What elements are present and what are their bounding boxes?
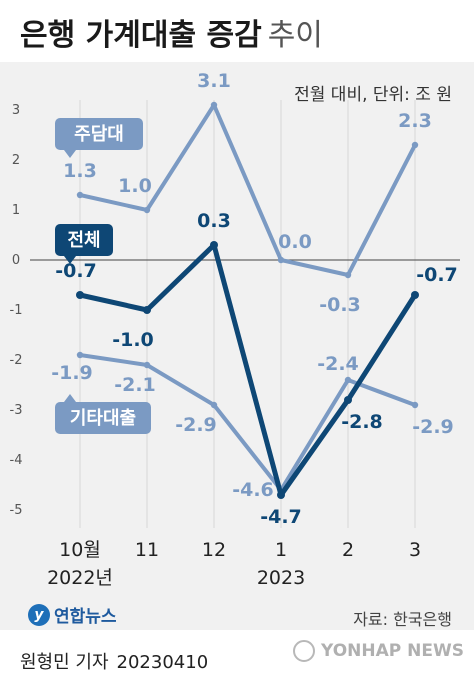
other-loans-data-label: -1.9 (51, 362, 93, 384)
mortgage-tag-label: 주담대 (74, 124, 124, 145)
total-data-label: -4.7 (260, 506, 302, 528)
mortgage-data-label: 1.3 (63, 160, 97, 182)
mortgage-point (76, 191, 84, 199)
total-point (76, 291, 84, 299)
mortgage-point (344, 271, 352, 279)
source-note: 자료: 한국은행 (353, 610, 452, 629)
watermark-icon (293, 640, 316, 662)
byline: 원형민 기자 20230410 (20, 648, 208, 674)
other-loans-point (344, 376, 352, 384)
total-tag-label: 전체 (67, 230, 100, 251)
yonhap-logo-icon: y (28, 603, 50, 626)
y-tick-label: -4 (10, 453, 23, 468)
yonhap-logo: y 연합뉴스 (28, 602, 117, 627)
x-tick-label: 12 (202, 539, 226, 561)
title-main: 은행 가계대출 증감 (20, 18, 262, 53)
y-tick-label: -1 (10, 303, 23, 318)
other-loans-data-label: -2.4 (317, 353, 359, 375)
total-data-label: -0.7 (416, 264, 458, 286)
y-tick-label: -3 (10, 403, 23, 418)
x-tick-label: 1 (275, 539, 287, 561)
other-loans-tag-tail (64, 394, 76, 402)
mortgage-tag-box (55, 118, 143, 150)
total-tag-box (55, 224, 113, 256)
mortgage-data-label: 3.1 (197, 70, 231, 92)
watermark-text: YONHAP NEWS (321, 641, 464, 661)
total-data-label: -0.7 (55, 260, 97, 282)
mortgage-data-label: 2.3 (398, 110, 432, 132)
other-loans-point (143, 361, 151, 369)
x-tick-label: 10월 (59, 539, 101, 561)
other-loans-data-label: -2.9 (175, 414, 217, 436)
other-loans-point (210, 401, 218, 409)
mortgage-point (277, 256, 285, 264)
total-point (344, 396, 352, 404)
total-point (143, 306, 151, 314)
mortgage-tag-tail (64, 150, 76, 158)
watermark: YONHAP NEWS (293, 640, 464, 662)
y-tick-label: -2 (10, 353, 23, 368)
mortgage-point (143, 206, 151, 214)
mortgage-point (411, 141, 419, 149)
y-tick-label: 3 (12, 103, 20, 118)
y-tick-label: 0 (12, 253, 20, 268)
total-point (411, 291, 419, 299)
year-label: 2023 (257, 567, 305, 589)
y-tick-label: 1 (12, 203, 20, 218)
x-tick-label: 11 (135, 539, 159, 561)
other-loans-data-label: -2.1 (114, 374, 156, 396)
total-line (77, 242, 418, 498)
x-tick-label: 3 (409, 539, 421, 561)
total-tag-tail (64, 256, 76, 264)
mortgage-data-label: -0.3 (319, 294, 361, 316)
x-tick-label: 2 (342, 539, 354, 561)
byline-date: 20230410 (116, 652, 209, 673)
other-loans-data-label: -4.6 (232, 479, 274, 501)
total-data-label: -2.8 (341, 411, 383, 433)
title-light: 추이 (267, 18, 323, 53)
other-loans-data-label: -2.9 (412, 416, 454, 438)
unit-note: 전월 대비, 단위: 조 원 (294, 85, 452, 105)
mortgage-line (78, 103, 417, 277)
other-loans-tag-label: 기타대출 (70, 408, 136, 429)
footer-bar (0, 630, 474, 680)
logo-text: 연합뉴스 (54, 607, 117, 627)
total-point (210, 241, 218, 249)
other-loans-point (411, 401, 419, 409)
year-label: 2022년 (47, 567, 113, 589)
mortgage-point (210, 101, 218, 109)
total-point (277, 491, 285, 499)
other-loans-tag-box (55, 402, 151, 434)
mortgage-data-label: 1.0 (118, 175, 152, 197)
total-data-label: 0.3 (197, 210, 231, 232)
y-tick-label: 2 (12, 153, 20, 168)
total-data-label: -1.0 (112, 329, 154, 351)
page-title: 은행 가계대출 증감 추이 (20, 10, 323, 54)
y-tick-label: -5 (10, 503, 23, 518)
other-loans-point (76, 351, 84, 359)
byline-author: 원형민 기자 (20, 652, 109, 673)
mortgage-data-label: 0.0 (278, 231, 312, 253)
